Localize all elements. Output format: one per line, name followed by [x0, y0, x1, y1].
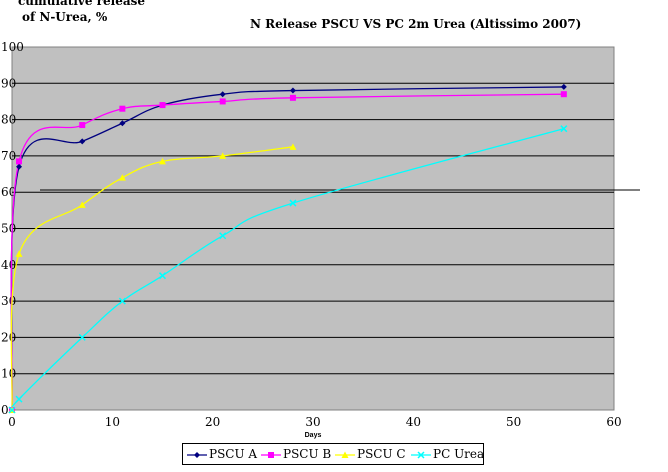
y-tick-label: 80 [1, 113, 16, 127]
x-tick-label: 40 [406, 415, 421, 429]
data-point-series-4 [15, 395, 23, 403]
data-point-series-2 [79, 122, 86, 129]
legend-marker [194, 452, 200, 458]
x-tick-label: 60 [606, 415, 621, 429]
data-point-series-4 [219, 232, 227, 240]
data-point-series-4 [118, 297, 126, 305]
y-tick-label: 90 [1, 76, 16, 90]
data-point-series-3 [159, 157, 166, 165]
y-tick-label: 70 [1, 149, 16, 163]
data-point-series-1 [289, 87, 296, 94]
y-tick-label: 30 [1, 294, 16, 308]
legend: PSCU A PSCU B PSCU C PC Urea 2 [182, 443, 496, 465]
data-point-series-2 [289, 94, 296, 101]
data-point-series-3 [15, 250, 23, 257]
data-point-series-4 [158, 272, 167, 280]
data-point-series-1 [79, 138, 86, 145]
data-point-series-4 [560, 125, 568, 133]
chart-title: N Release PSCU VS PC 2m Urea (Altissimo … [250, 17, 582, 31]
series-markers [8, 83, 568, 414]
data-point-series-4 [78, 333, 86, 341]
data-point-series-2 [159, 102, 166, 109]
x-tick-label: 10 [105, 415, 120, 429]
data-point-series-4 [289, 199, 297, 207]
legend-marker [341, 451, 349, 458]
data-point-series-2 [560, 91, 567, 98]
y-tick-label: 10 [1, 367, 16, 381]
y-axis-label-line-2: of N-Urea, % [22, 10, 108, 24]
y-tick-label: 40 [1, 258, 16, 272]
legend-label: PSCU C [357, 447, 406, 461]
data-point-series-3 [78, 201, 86, 208]
x-tick-labels: 0 10 20 30 40 50 60 [8, 415, 621, 429]
legend-label: PSCU A [209, 447, 257, 461]
data-point-series-3 [118, 174, 126, 181]
data-point-series-2 [119, 105, 126, 112]
y-tick-label: 20 [1, 330, 16, 344]
data-point-series-4 [8, 406, 16, 414]
data-point-series-1 [219, 91, 226, 98]
legend-label: PSCU B [283, 447, 331, 461]
legend-label: PC Urea 2 [433, 447, 483, 461]
y-tick-label: 0 [1, 403, 9, 417]
data-point-series-1 [560, 83, 567, 90]
x-tick-label: 50 [506, 415, 521, 429]
data-point-series-3 [289, 143, 297, 150]
y-tick-label: 60 [1, 185, 16, 199]
data-point-series-1 [119, 120, 126, 127]
gridlines [12, 82, 614, 375]
data-point-series-2 [16, 158, 23, 165]
y-tick-label: 50 [1, 222, 16, 236]
y-tick-label: 100 [1, 40, 24, 54]
legend-marker [417, 451, 425, 459]
x-axis-label: Days [305, 432, 322, 439]
data-point-series-1 [16, 163, 23, 170]
data-point-series-2 [219, 98, 226, 105]
x-tick-label: 30 [305, 415, 320, 429]
x-tick-label: 20 [205, 415, 220, 429]
data-point-series-3 [219, 152, 227, 159]
legend-marker [268, 452, 274, 458]
series-line-2 [10, 93, 564, 411]
y-axis-label-line-1: cumulative release [18, 0, 145, 8]
x-tick-label: 0 [8, 415, 16, 429]
